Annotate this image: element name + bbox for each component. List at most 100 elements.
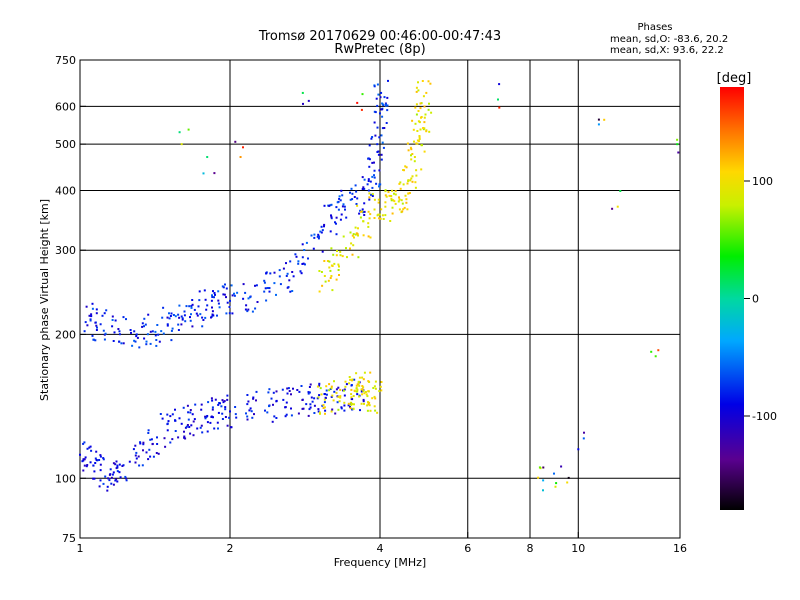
echo-dot	[95, 308, 98, 311]
echo-dot	[363, 392, 366, 395]
echo-dot	[155, 452, 158, 454]
echo-dot	[348, 382, 351, 385]
echo-dot	[349, 378, 352, 381]
echo-dot	[169, 415, 172, 418]
echo-dot	[369, 371, 372, 374]
echo-dot	[379, 385, 382, 388]
echo-dot	[391, 206, 394, 209]
echo-dot	[99, 479, 102, 482]
echo-dot	[310, 234, 313, 237]
echo-dot	[316, 385, 319, 388]
echo-dot	[272, 391, 275, 394]
echo-dot	[145, 340, 148, 343]
echo-dot	[144, 323, 147, 326]
echo-dot	[384, 214, 387, 217]
echo-dot	[143, 337, 146, 340]
echo-dot	[377, 153, 380, 156]
data-point	[217, 302, 220, 305]
echo-dot	[302, 262, 305, 265]
echo-dot	[361, 188, 364, 190]
echo-dot	[401, 210, 404, 213]
data-point	[394, 202, 397, 205]
echo-dot	[149, 438, 152, 441]
echo-dot	[291, 271, 294, 273]
echo-dot	[89, 445, 92, 448]
echo-dot	[224, 406, 227, 409]
echo-dot	[367, 380, 370, 383]
echo-dot	[112, 483, 115, 486]
echo-dot	[278, 269, 281, 272]
echo-dot	[360, 108, 363, 111]
echo-dot	[352, 244, 355, 247]
echo-dot	[413, 160, 416, 163]
echo-dot	[371, 397, 374, 400]
echo-dot	[113, 331, 116, 334]
echo-dot	[367, 401, 369, 404]
echo-dot	[86, 447, 89, 450]
echo-dot	[178, 316, 181, 319]
echo-dot	[188, 305, 191, 308]
echo-dot	[82, 458, 85, 461]
echo-dot	[147, 313, 150, 316]
echo-dot	[420, 102, 423, 105]
echo-dot	[371, 161, 374, 164]
echo-dot	[335, 216, 338, 219]
echo-dot	[110, 482, 113, 485]
echo-dot	[330, 203, 333, 206]
echo-points	[79, 79, 680, 492]
echo-dot	[342, 203, 345, 206]
echo-dot	[190, 306, 193, 309]
echo-dot	[297, 412, 300, 415]
echo-dot	[301, 399, 304, 401]
echo-dot	[347, 404, 350, 407]
echo-dot	[339, 396, 342, 399]
echo-dot	[190, 313, 192, 316]
echo-dot	[361, 388, 364, 391]
echo-dot	[156, 443, 159, 445]
echo-dot	[371, 195, 374, 197]
echo-dot	[367, 210, 370, 213]
echo-dot	[360, 210, 362, 213]
data-point	[193, 418, 196, 421]
echo-dot	[361, 385, 364, 387]
echo-dot	[390, 199, 393, 202]
echo-dot	[374, 134, 377, 137]
echo-dot	[213, 296, 215, 299]
echo-dot	[225, 287, 228, 290]
echo-dot	[542, 489, 544, 492]
echo-dot	[324, 280, 327, 283]
echo-dot	[371, 186, 374, 189]
echo-dot	[139, 441, 142, 444]
data-point	[285, 401, 288, 404]
echo-dot	[345, 383, 348, 386]
echo-dot	[414, 186, 417, 189]
echo-dot	[349, 407, 352, 410]
echo-dot	[338, 400, 341, 403]
echo-dot	[221, 399, 224, 402]
echo-dot	[263, 279, 266, 282]
echo-dot	[407, 192, 410, 195]
echo-dot	[138, 464, 141, 467]
echo-dot	[189, 432, 192, 435]
echo-dot	[321, 229, 324, 232]
echo-dot	[394, 193, 397, 196]
echo-dot	[94, 457, 97, 460]
data-point	[373, 208, 376, 211]
echo-dot	[108, 479, 111, 482]
data-point	[166, 323, 169, 326]
echo-dot	[347, 402, 350, 405]
echo-dot	[366, 409, 369, 412]
echo-dot	[169, 315, 172, 317]
y-tick-label: 600	[55, 100, 76, 113]
echo-dot	[417, 89, 420, 92]
echo-dot	[115, 478, 118, 481]
echo-dot	[334, 412, 337, 415]
echo-dot	[83, 464, 86, 467]
echo-dot	[381, 141, 384, 144]
echo-dot	[90, 313, 93, 316]
echo-dot	[318, 411, 321, 414]
echo-dot	[265, 272, 268, 275]
echo-dot	[390, 197, 393, 200]
echo-dot	[374, 397, 377, 400]
echo-dot	[393, 192, 395, 195]
